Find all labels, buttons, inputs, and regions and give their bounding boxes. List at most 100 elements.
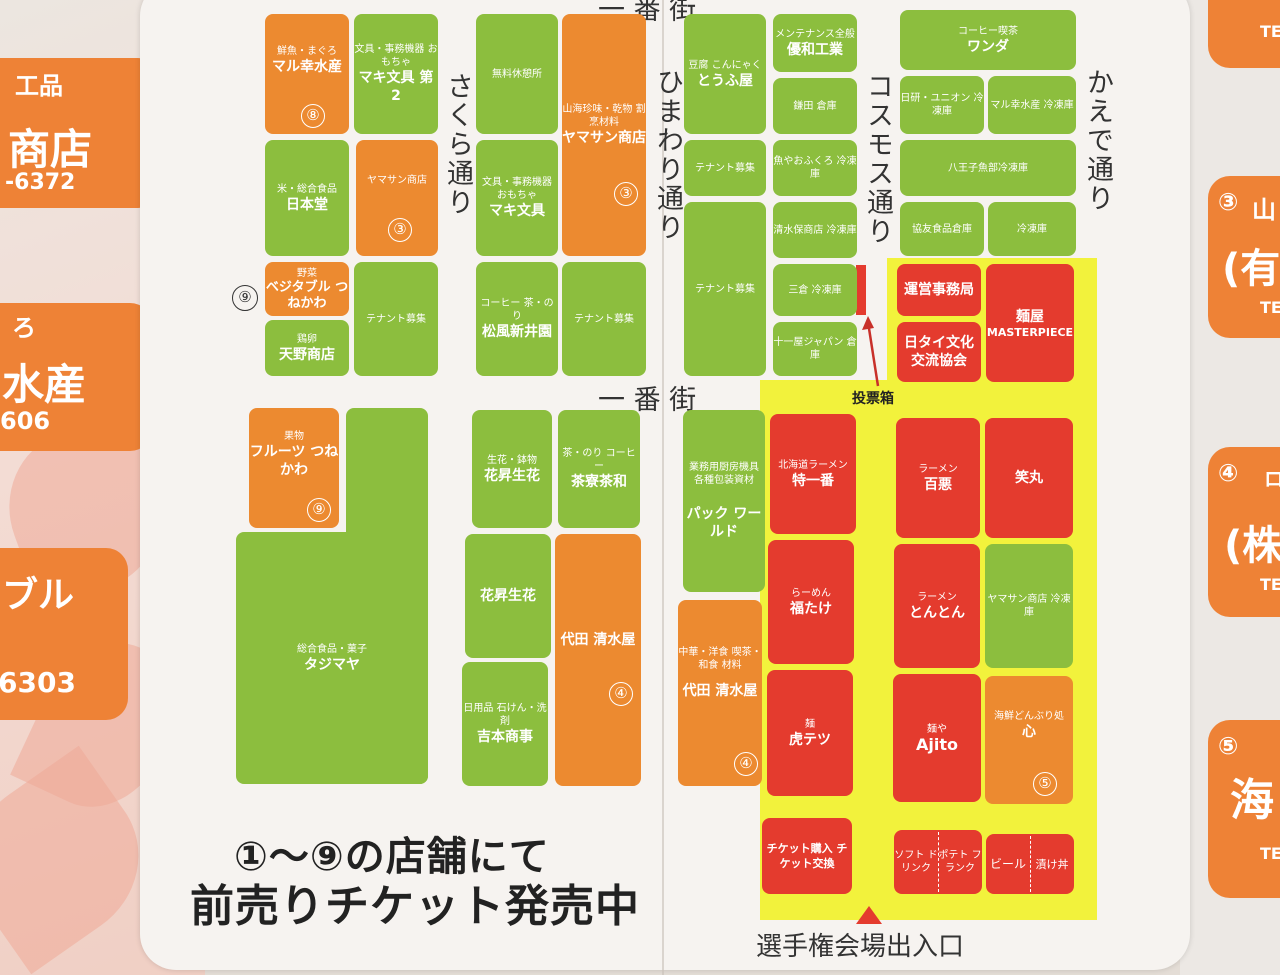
- ticket-number-badge: ⑤: [1033, 772, 1057, 796]
- shop-category: 野菜: [297, 267, 317, 279]
- shop-kasho-2[interactable]: 花昇生花: [465, 534, 551, 658]
- tenant-wanted-3[interactable]: テナント募集: [684, 140, 766, 196]
- tenant-wanted-4[interactable]: テナント募集: [684, 202, 766, 376]
- right-card-line: ④: [1218, 459, 1239, 487]
- shop-category: 麺: [805, 718, 815, 730]
- ramen-shomaru[interactable]: 笑丸: [985, 418, 1073, 538]
- ticket-number-badge: ④: [734, 752, 758, 776]
- shop-category: 清水保商店 冷凍庫: [773, 224, 857, 236]
- ticket-booth[interactable]: チケット購入 チケット交換: [762, 818, 852, 894]
- freezer[interactable]: 冷凍庫: [988, 202, 1076, 256]
- event-office[interactable]: 運営事務局: [897, 264, 981, 316]
- ramen-hyakurai[interactable]: ラーメン 百悪: [896, 418, 980, 538]
- shop-tajimaya[interactable]: 総合食品・菓子 タジマヤ: [236, 532, 428, 784]
- shop-category: 海鮮どんぶり処: [994, 710, 1064, 722]
- ticket-number-badge: ⑨: [307, 498, 331, 522]
- nittai-association[interactable]: 日タイ文化 交流協会: [897, 322, 981, 382]
- shop-name: 日本堂: [286, 196, 328, 213]
- booth-divider: [1030, 836, 1031, 892]
- ballot-label: 投票箱: [852, 391, 894, 407]
- shop-amano[interactable]: 鶏卵 天野商店: [265, 320, 349, 376]
- shop-name: ベジタブル つねかわ: [265, 279, 349, 311]
- shop-maki2[interactable]: 文具・事務機器 おもちゃ マキ文具 第2: [354, 14, 438, 134]
- shop-shofu[interactable]: コーヒー 茶・のり 松風新井園: [476, 262, 558, 376]
- freezer-mikura[interactable]: 三倉 冷凍庫: [773, 264, 857, 316]
- shop-category: ヤマサン商店 冷凍庫: [987, 594, 1071, 618]
- street-kaede: かえで通り: [1082, 68, 1113, 213]
- shop-nihondo[interactable]: 米・総合食品 日本堂: [265, 140, 349, 256]
- shop-yoshimoto[interactable]: 日用品 石けん・洗剤 吉本商事: [462, 662, 548, 786]
- right-shop-card: ⑤ 海 TE: [1208, 720, 1280, 898]
- street-sakura: さくら通り: [442, 72, 473, 217]
- shop-name: 吉本商事: [477, 729, 533, 745]
- shop-yamasan-1[interactable]: 山海珍味・乾物 割烹材料 ヤマサン商店 ③: [562, 14, 646, 256]
- shop-shimizuya-2[interactable]: 中華・洋食 喫茶・和食 材料 代田 清水屋 ④: [678, 600, 762, 786]
- number-nine-marker: ⑨: [232, 285, 258, 311]
- street-cosmos: コスモス通り: [862, 72, 893, 246]
- right-card-line: TE: [1260, 575, 1280, 594]
- shop-name: フルーツ つねかわ: [249, 443, 339, 478]
- shop-name: チケット購入 チケット交換: [766, 842, 848, 870]
- shop-wanda[interactable]: コーヒー喫茶 ワンダ: [900, 10, 1076, 70]
- warehouse-kamata[interactable]: 鎌田 倉庫: [773, 78, 857, 134]
- shop-name: 代田 清水屋: [560, 632, 636, 648]
- ballot-arrow-icon: [862, 316, 880, 387]
- shop-category: 協友食品倉庫: [912, 223, 972, 235]
- shop-chaso[interactable]: 茶・のり コーヒー 茶寮茶和: [558, 410, 640, 528]
- right-card-line: (株: [1224, 523, 1280, 569]
- left-card-line: 工品: [15, 72, 63, 100]
- warehouse-tokaiya[interactable]: 十一屋ジャパン 倉庫: [773, 322, 857, 376]
- shop-name: 松風新井園: [482, 324, 552, 340]
- shop-name: マル幸水産: [272, 58, 342, 75]
- shop-shimizuya-1[interactable]: 代田 清水屋 ④: [555, 534, 641, 786]
- right-card-line: TE: [1260, 844, 1280, 863]
- tenant-wanted-1[interactable]: テナント募集: [354, 262, 438, 376]
- ramen-ajito[interactable]: 麺や Ajito: [893, 674, 981, 802]
- shop-name: 花昇生花: [480, 588, 536, 604]
- shop-name: ビール: [989, 856, 1026, 871]
- shop-name: 代田 清水屋: [682, 683, 758, 699]
- shop-fruits[interactable]: 果物 フルーツ つねかわ ⑨: [249, 408, 339, 528]
- ticket-number-badge: ③: [388, 218, 412, 242]
- freezer-hachioji[interactable]: 八王子魚部冷凍庫: [900, 140, 1076, 196]
- right-card-line: TE: [1260, 298, 1280, 317]
- shop-kasho-1[interactable]: 生花・鉢物 花昇生花: [472, 410, 552, 528]
- freezer-marukosui[interactable]: マル幸水産 冷凍庫: [988, 76, 1076, 134]
- shop-pack-world[interactable]: 業務用厨房機具 各種包装資材 パック ワールド: [683, 410, 765, 592]
- shop-category: 生花・鉢物: [487, 454, 537, 466]
- ramen-tokuichi[interactable]: 北海道ラーメン 特一番: [770, 414, 856, 534]
- shop-category: 日用品 石けん・洗剤: [463, 703, 547, 727]
- rest-area[interactable]: 無料休憩所: [476, 14, 558, 134]
- shop-name: 麺屋: [1016, 308, 1044, 325]
- ticket-number-badge: ⑧: [301, 104, 325, 128]
- ramen-tonton[interactable]: ラーメン とんとん: [894, 544, 980, 668]
- shop-name: 特一番: [792, 472, 834, 489]
- headline-line-2: 前売りチケット発売中: [190, 881, 640, 932]
- freezer-nikken[interactable]: 日研・ユニオン 冷凍庫: [900, 76, 984, 134]
- shop-name: タジマヤ: [304, 656, 360, 673]
- shop-maki[interactable]: 文具・事務機器 おもちゃ マキ文具: [476, 140, 558, 256]
- shop-category: 三倉 冷凍庫: [788, 284, 842, 296]
- shop-tofu[interactable]: 豆腐 こんにゃく とうふ屋: [684, 14, 766, 134]
- shop-maruko[interactable]: 鮮魚・まぐろ マル幸水産 ⑧: [265, 14, 349, 134]
- ramen-toratetsu[interactable]: 麺 虎テツ: [767, 670, 853, 796]
- warehouse-kyoyu[interactable]: 協友食品倉庫: [900, 202, 984, 256]
- freezer-uoya[interactable]: 魚やおふくろ 冷凍庫: [773, 140, 857, 196]
- tenant-wanted-2[interactable]: テナント募集: [562, 262, 646, 376]
- shop-yuwa[interactable]: メンテナンス全般 優和工業: [773, 14, 857, 72]
- shop-vegetable[interactable]: 野菜 ベジタブル つねかわ: [265, 262, 349, 316]
- shop-category: 無料休憩所: [492, 68, 542, 80]
- freezer-shimizu[interactable]: 清水保商店 冷凍庫: [773, 202, 857, 258]
- shop-yamasan-2[interactable]: ヤマサン商店 ③: [356, 140, 438, 256]
- shop-name: マキ文具 第2: [358, 70, 434, 104]
- ramen-fukutake[interactable]: らーめん 福たけ: [768, 540, 854, 664]
- shop-category: テナント募集: [695, 162, 755, 174]
- freezer-yamasan[interactable]: ヤマサン商店 冷凍庫: [985, 544, 1073, 668]
- shop-kokoro[interactable]: 海鮮どんぶり処 心 ⑤: [985, 676, 1073, 804]
- left-card-line: 606: [0, 407, 51, 435]
- right-card-line: ③: [1218, 188, 1239, 216]
- shop-category: 日研・ユニオン 冷凍庫: [900, 93, 984, 117]
- left-shop-card: 工品 商店 -6372: [0, 58, 160, 208]
- shop-menya[interactable]: 麺屋 MASTERPIECE: [986, 264, 1074, 382]
- shop-name: 優和工業: [787, 41, 843, 58]
